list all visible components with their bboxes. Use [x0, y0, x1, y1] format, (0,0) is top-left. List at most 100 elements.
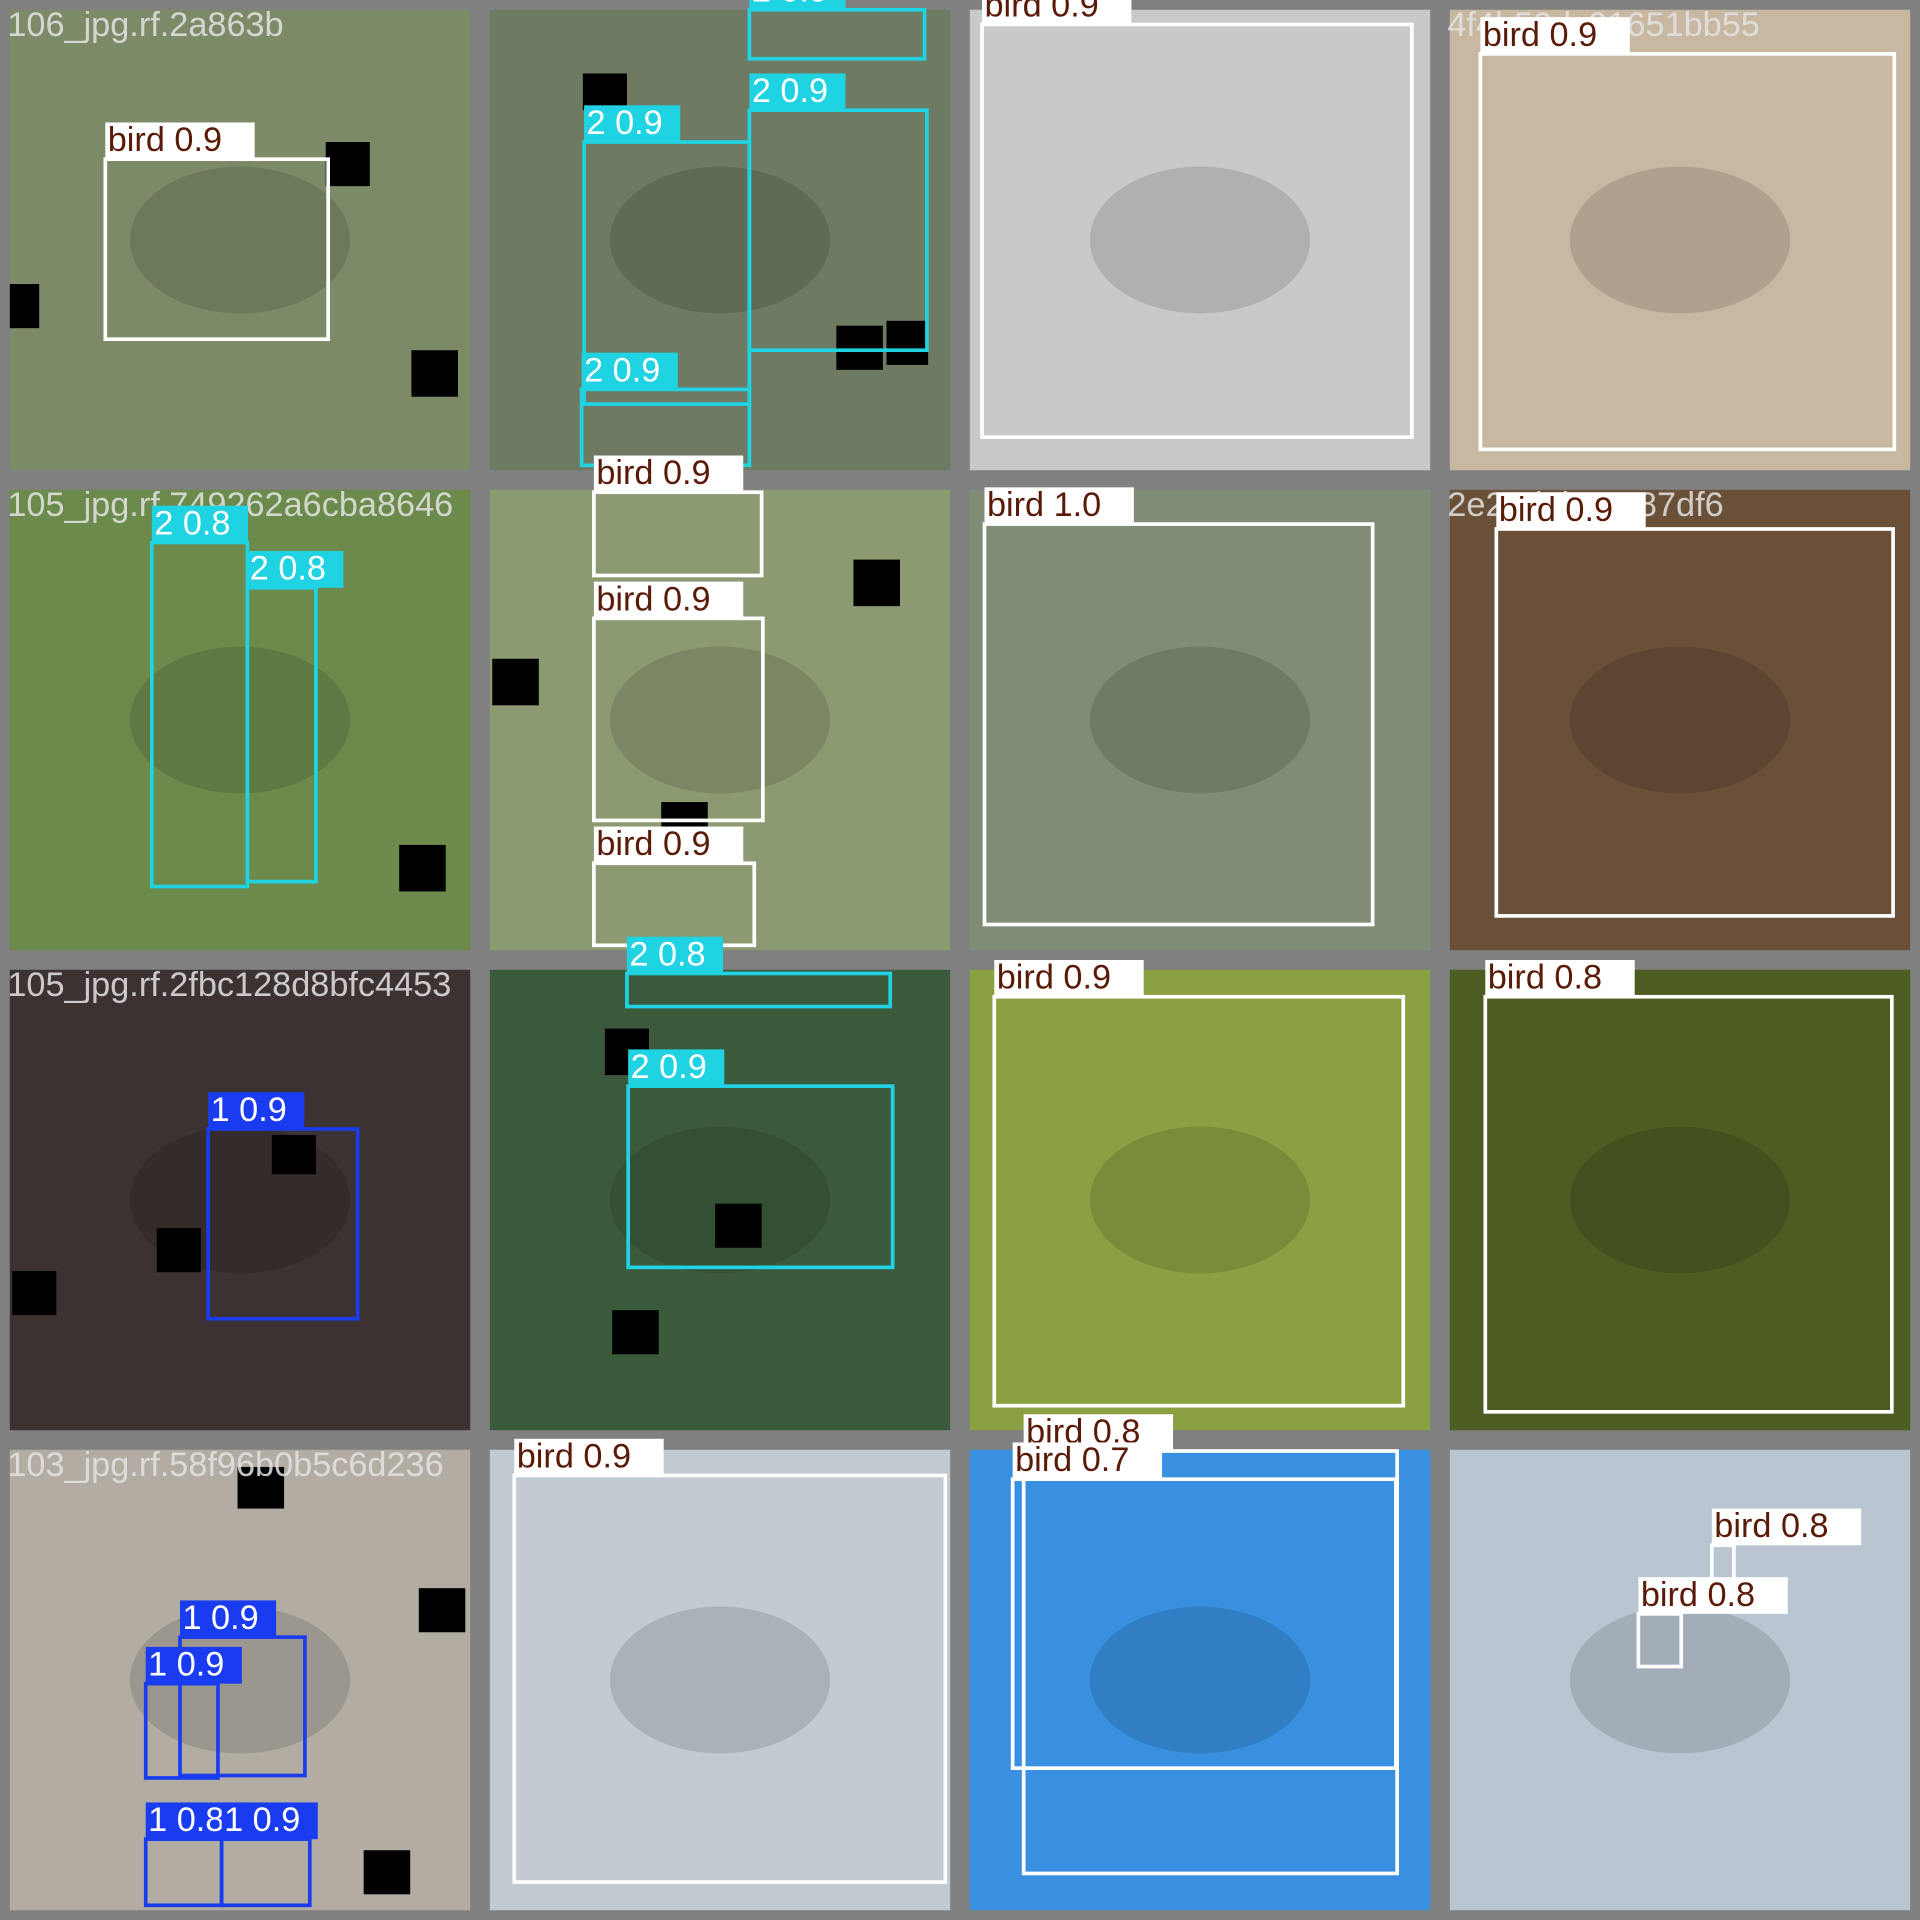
occlusion [399, 844, 446, 892]
box-label: 2 0.9 [631, 1048, 707, 1086]
occlusion [492, 658, 539, 706]
box-label: bird 1.0 [987, 486, 1101, 524]
photo [1449, 969, 1911, 1431]
bounding-box [1483, 994, 1894, 1414]
label-background [514, 1438, 664, 1476]
occlusion [612, 1310, 659, 1355]
box-label: 2 0.8 [154, 504, 230, 542]
label-background [581, 352, 678, 390]
bird-shape [1089, 1126, 1311, 1274]
photo [489, 1449, 951, 1911]
photo [9, 969, 471, 1431]
label-background [221, 1802, 318, 1840]
label-background [984, 487, 1134, 525]
label-background [1012, 1442, 1163, 1480]
bounding-box [980, 22, 1414, 439]
box-label: 2 0.9 [584, 351, 660, 389]
label-background [105, 122, 255, 160]
box-label: bird 0.9 [984, 0, 1098, 24]
label-background [1496, 492, 1646, 529]
photo [1449, 9, 1911, 471]
bird-shape [1569, 646, 1791, 794]
label-background [593, 826, 744, 864]
box-label: bird 0.8 [1641, 1576, 1755, 1614]
label-background [982, 0, 1132, 25]
label-background [208, 1092, 305, 1129]
occlusion [886, 320, 929, 365]
photo [489, 969, 951, 1431]
occlusion [715, 1203, 762, 1248]
occlusion [836, 325, 883, 370]
box-label: bird 0.9 [596, 454, 710, 492]
bird-shape [1569, 1606, 1791, 1754]
filename: 103_jpg.rf.58f96b0b5c6d236 [7, 1446, 443, 1484]
photo [1449, 489, 1911, 951]
photo [9, 489, 471, 951]
box-label: 2 0.9 [752, 0, 828, 10]
box-label: 1 0.8 [148, 1801, 224, 1839]
bird-shape [609, 166, 831, 314]
label-background [1485, 960, 1635, 997]
filename: 106_jpg.rf.2a863b [7, 6, 283, 44]
box-label: bird 0.9 [1499, 491, 1613, 529]
occlusion [363, 1850, 411, 1895]
bounding-box [245, 585, 318, 884]
bounding-box [982, 522, 1375, 927]
label-background [593, 581, 744, 619]
occlusion [582, 73, 627, 111]
box-label: 2 0.9 [587, 104, 663, 142]
box-label: 2 0.9 [752, 72, 828, 110]
photo [489, 9, 951, 471]
occlusion [853, 559, 900, 607]
label-background [749, 73, 846, 111]
bird-shape [1089, 646, 1311, 794]
box-label: bird 0.9 [596, 580, 710, 618]
bounding-box [626, 1084, 895, 1270]
box-label: bird 0.9 [517, 1437, 631, 1475]
label-background [180, 1600, 277, 1638]
bird-shape [1569, 1126, 1791, 1274]
photo [9, 9, 471, 471]
photo [969, 489, 1431, 951]
bird-shape [609, 1126, 831, 1274]
box-label: 1 0.9 [224, 1801, 300, 1839]
label-background [628, 1049, 725, 1087]
bird-shape [129, 646, 351, 794]
label-background [994, 960, 1144, 997]
bird-shape [609, 1606, 831, 1754]
photo [969, 1449, 1431, 1911]
label-background [1638, 1577, 1788, 1614]
box-label: bird 0.7 [1015, 1441, 1129, 1479]
box-label: bird 0.8 [1488, 959, 1602, 997]
box-label: 2 0.8 [250, 550, 326, 588]
box-label: 2 0.8 [629, 935, 705, 973]
box-label: 1 0.9 [148, 1646, 224, 1684]
bounding-box [1494, 527, 1895, 918]
box-label: bird 0.9 [997, 959, 1111, 997]
bird-shape [609, 646, 831, 794]
occlusion [661, 802, 708, 827]
occlusion [325, 142, 370, 187]
bird-shape [129, 166, 351, 314]
box-label: bird 0.9 [1483, 16, 1597, 54]
label-background [145, 1646, 242, 1684]
box-label: bird 0.9 [596, 825, 710, 863]
bird-shape [1089, 166, 1311, 314]
box-label: bird 0.8 [1714, 1507, 1828, 1545]
photo [969, 969, 1431, 1431]
occlusion [271, 1135, 316, 1175]
label-background [749, 0, 846, 10]
occlusion [12, 1271, 57, 1316]
occlusion [156, 1228, 201, 1273]
bird-shape [1089, 1606, 1311, 1754]
occlusion [418, 1588, 466, 1633]
label-background [593, 455, 744, 493]
photo [969, 9, 1431, 471]
bounding-box [625, 971, 893, 1009]
label-background [584, 105, 681, 143]
bounding-box [1478, 52, 1897, 452]
bounding-box [992, 994, 1406, 1408]
label-background [1480, 17, 1630, 54]
label-background [247, 551, 344, 588]
